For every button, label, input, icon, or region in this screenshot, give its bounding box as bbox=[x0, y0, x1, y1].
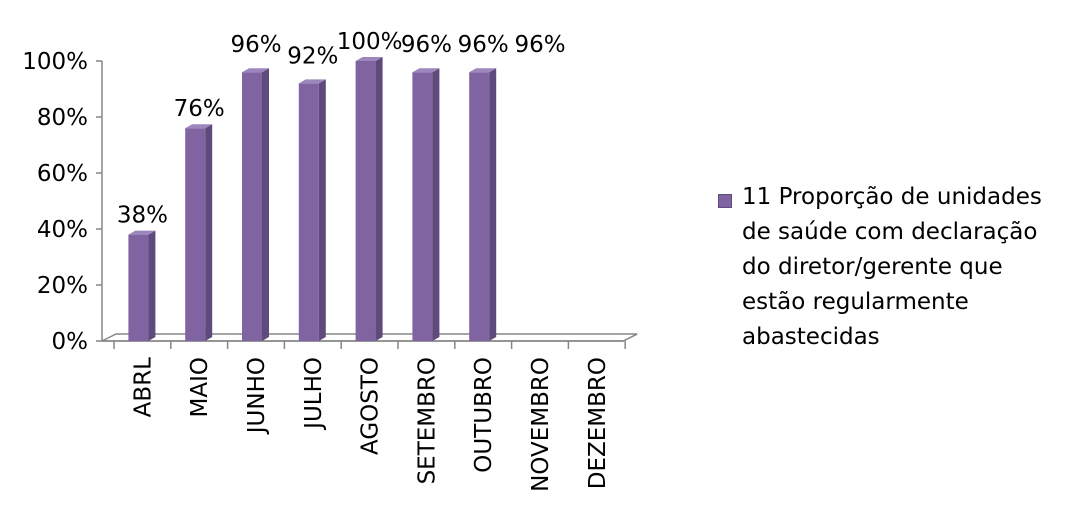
x-category-label: AGOSTO bbox=[358, 357, 384, 455]
x-category-label: ABRL bbox=[130, 357, 156, 417]
data-label: 96% bbox=[514, 32, 565, 58]
bar-side bbox=[489, 68, 497, 341]
bar-chart: 0% 20% 40% 60% 80% 100% ABRL MAIO JUNHO JULHO AGO… bbox=[22, 29, 638, 492]
data-label: 38% bbox=[117, 203, 168, 229]
legend-label: 11 Proporção de unidades de saúde com de… bbox=[742, 184, 1042, 350]
data-label: 96% bbox=[458, 32, 509, 58]
x-category-label: MAIO bbox=[187, 357, 213, 417]
bar bbox=[469, 72, 490, 341]
bar-side bbox=[432, 68, 440, 341]
x-category-label: SETEMBRO bbox=[414, 357, 440, 484]
bar-side bbox=[318, 79, 326, 342]
x-category-label: NOVEMBRO bbox=[528, 357, 554, 492]
bar-side bbox=[148, 230, 156, 341]
y-tick-label: 20% bbox=[37, 273, 88, 299]
chart-bars bbox=[128, 57, 497, 342]
x-category-label: JUNHO bbox=[244, 357, 270, 435]
x-category-label: DEZEMBRO bbox=[585, 357, 611, 489]
data-label: 100% bbox=[337, 29, 403, 55]
data-label: 96% bbox=[401, 32, 452, 58]
bar-top bbox=[298, 79, 326, 84]
bar-side bbox=[262, 68, 269, 341]
y-tick-label: 60% bbox=[37, 161, 88, 187]
data-label: 96% bbox=[230, 32, 281, 58]
bar-top bbox=[412, 68, 440, 73]
bar bbox=[185, 128, 206, 341]
x-category-label: JULHO bbox=[301, 357, 327, 431]
bar-top bbox=[469, 68, 497, 73]
chart-axes: 0% 20% 40% 60% 80% 100% bbox=[22, 49, 638, 355]
bar bbox=[412, 72, 433, 341]
bar bbox=[298, 83, 319, 342]
y-tick-label: 80% bbox=[37, 105, 88, 131]
bar-top bbox=[355, 57, 383, 61]
bar bbox=[355, 61, 376, 341]
legend-swatch bbox=[718, 194, 732, 208]
y-tick-label: 0% bbox=[52, 329, 89, 355]
bar-top bbox=[128, 230, 156, 235]
y-tick-label: 40% bbox=[37, 217, 88, 243]
bar-side bbox=[205, 124, 213, 341]
data-label: 92% bbox=[287, 43, 338, 69]
chart-labels: ABRL MAIO JUNHO JULHO AGOSTO SETEMBRO OUTUBRO N… bbox=[117, 29, 611, 492]
y-tick-label: 100% bbox=[22, 49, 88, 75]
bar bbox=[128, 234, 149, 341]
bar-top bbox=[242, 68, 269, 73]
data-label: 76% bbox=[174, 96, 225, 122]
bar-top bbox=[185, 124, 213, 129]
bar-side bbox=[375, 57, 383, 341]
bar bbox=[242, 72, 262, 341]
x-category-label: OUTUBRO bbox=[471, 357, 497, 473]
